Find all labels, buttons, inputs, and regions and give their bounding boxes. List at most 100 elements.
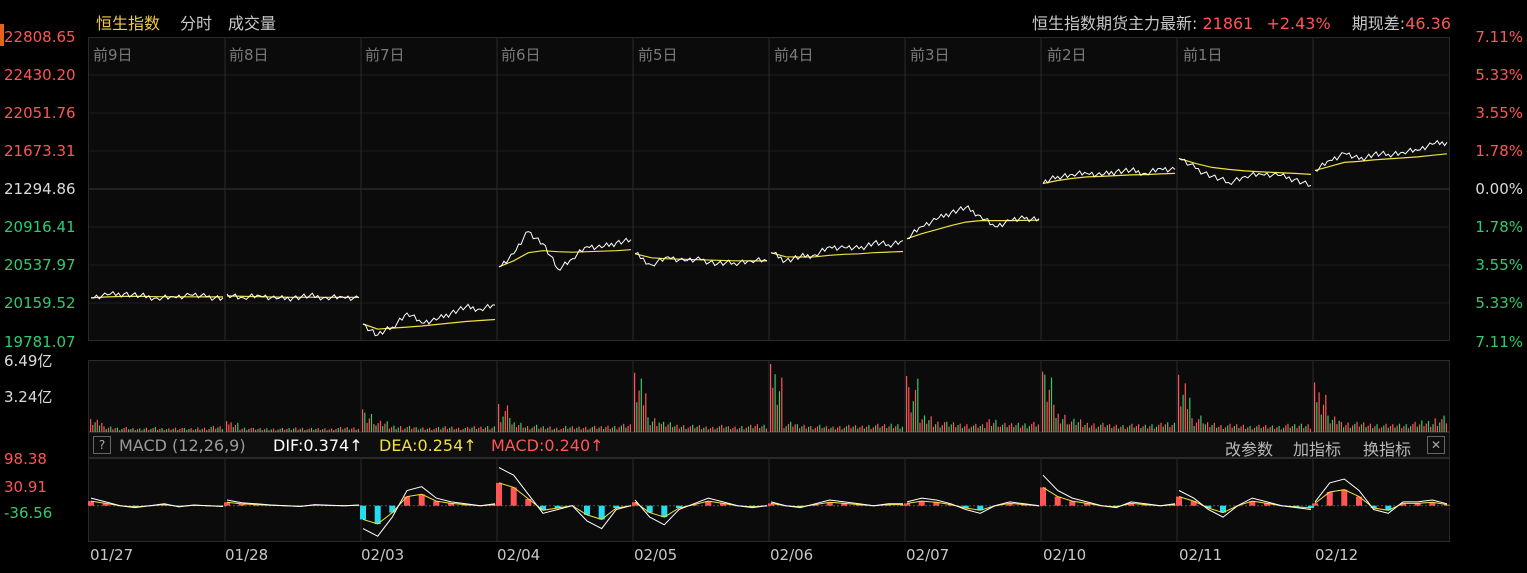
help-button[interactable]: ? bbox=[93, 436, 111, 454]
volume-bar bbox=[471, 427, 473, 432]
dea-line bbox=[498, 482, 632, 520]
ytick-right: 5.33% bbox=[1475, 294, 1523, 312]
volume-bar bbox=[1285, 425, 1287, 432]
macd-histogram-bar bbox=[613, 505, 620, 508]
macd-ytick: 30.91 bbox=[4, 478, 47, 496]
close-icon[interactable]: ✕ bbox=[1427, 436, 1445, 454]
volume-bar bbox=[830, 427, 832, 432]
volume-bar bbox=[1138, 424, 1140, 432]
macd-histogram-bar bbox=[525, 498, 532, 506]
volume-bar bbox=[950, 424, 952, 432]
volume-bar bbox=[411, 428, 413, 432]
volume-bar bbox=[1140, 428, 1142, 432]
volume-bar bbox=[279, 428, 281, 432]
volume-bar bbox=[678, 428, 680, 432]
volume-bar bbox=[458, 427, 460, 432]
volume-bar bbox=[1403, 426, 1405, 432]
volume-bar bbox=[966, 424, 968, 432]
volume-bar bbox=[1144, 424, 1146, 432]
volume-bar bbox=[906, 375, 908, 432]
ytick-left: 20916.41 bbox=[4, 218, 76, 236]
macd-histogram-bar bbox=[720, 503, 726, 506]
volume-bar bbox=[1086, 422, 1088, 432]
volume-bar bbox=[843, 427, 845, 432]
top-toolbar: 恒生指数 分时 成交量 恒生指数期货主力最新: 21861 +2.43% 期现差… bbox=[0, 0, 1527, 46]
price-line bbox=[362, 303, 495, 337]
volume-bar bbox=[212, 425, 214, 432]
volume-bar bbox=[1271, 425, 1273, 432]
volume-bar bbox=[660, 423, 662, 432]
volume-bar bbox=[739, 428, 741, 432]
volume-bar bbox=[1278, 426, 1280, 432]
volume-bar bbox=[618, 427, 620, 432]
day-label: 前9日 bbox=[93, 46, 133, 64]
params-button[interactable]: 改参数 bbox=[1225, 440, 1274, 459]
volume-bar bbox=[792, 426, 794, 432]
add-indicator-button[interactable]: 加指标 bbox=[1293, 440, 1342, 459]
volume-bar bbox=[640, 378, 642, 432]
volume-bar bbox=[694, 428, 696, 432]
volume-bar bbox=[596, 428, 598, 432]
volume-bar bbox=[299, 428, 301, 432]
volume-bar bbox=[1091, 425, 1093, 432]
volume-bar bbox=[313, 429, 315, 432]
volume-bar bbox=[415, 427, 417, 432]
volume-bar bbox=[819, 424, 821, 432]
volume-bar bbox=[1349, 427, 1351, 432]
date-label: 01/28 bbox=[225, 546, 269, 564]
volume-bar bbox=[1345, 424, 1347, 432]
volume-bar bbox=[348, 429, 350, 432]
tab-intraday[interactable]: 分时 bbox=[180, 14, 213, 33]
switch-indicator-button[interactable]: 换指标 bbox=[1363, 440, 1412, 459]
vol-ytick: 3.24亿 bbox=[4, 388, 53, 406]
volume-bar bbox=[1198, 419, 1200, 432]
volume-bar bbox=[317, 428, 319, 432]
volume-bar bbox=[1167, 422, 1169, 432]
volume-bar bbox=[346, 427, 348, 432]
volume-bar bbox=[1260, 428, 1262, 432]
macd-histogram-bar bbox=[1264, 503, 1270, 506]
volume-bar bbox=[192, 430, 194, 432]
tab-volume[interactable]: 成交量 bbox=[228, 14, 277, 33]
volume-bar bbox=[547, 427, 549, 432]
volume-bar bbox=[1077, 422, 1079, 432]
ytick-right: 7.11% bbox=[1475, 28, 1523, 46]
macd-histogram-bar bbox=[900, 504, 906, 506]
volume-bar bbox=[973, 425, 975, 432]
volume-bar bbox=[790, 421, 792, 432]
volume-bar bbox=[866, 426, 868, 432]
volume-bar bbox=[1088, 427, 1091, 432]
volume-bar bbox=[1093, 423, 1095, 432]
volume-bar bbox=[215, 428, 217, 432]
macd-histogram-bar bbox=[1326, 492, 1333, 506]
volume-bar bbox=[734, 426, 736, 432]
macd-histogram-bar bbox=[161, 504, 168, 506]
volume-bar bbox=[1044, 374, 1046, 432]
macd-histogram-bar bbox=[768, 503, 774, 506]
day-label: 前5日 bbox=[638, 46, 678, 64]
macd-histogram-bar bbox=[1113, 505, 1120, 507]
volume-bar bbox=[725, 426, 727, 432]
ytick-left: 20537.97 bbox=[4, 256, 76, 274]
macd-histogram-bar bbox=[904, 503, 910, 506]
tab-hsi[interactable]: 恒生指数 bbox=[96, 14, 161, 33]
volume-bar bbox=[1427, 421, 1430, 432]
volume-bar bbox=[1247, 427, 1249, 432]
volume-bar bbox=[484, 427, 486, 432]
volume-bar bbox=[493, 426, 495, 432]
volume-bar bbox=[1363, 422, 1365, 432]
volume-bar bbox=[712, 426, 714, 432]
volume-bar bbox=[776, 404, 778, 432]
volume-bar bbox=[1340, 421, 1342, 432]
macd-histogram-bar bbox=[540, 505, 546, 511]
volume-bar bbox=[1122, 425, 1124, 432]
volume-bar bbox=[500, 422, 502, 432]
volume-bar bbox=[150, 429, 152, 432]
macd-histogram-bar bbox=[1205, 505, 1212, 508]
volume-bar bbox=[1229, 423, 1231, 432]
dif-line bbox=[90, 497, 224, 509]
volume-bar bbox=[1062, 419, 1064, 432]
ytick-left: 22808.65 bbox=[4, 28, 76, 46]
ytick-right: 5.33% bbox=[1475, 66, 1523, 84]
volume-bar bbox=[917, 378, 919, 432]
